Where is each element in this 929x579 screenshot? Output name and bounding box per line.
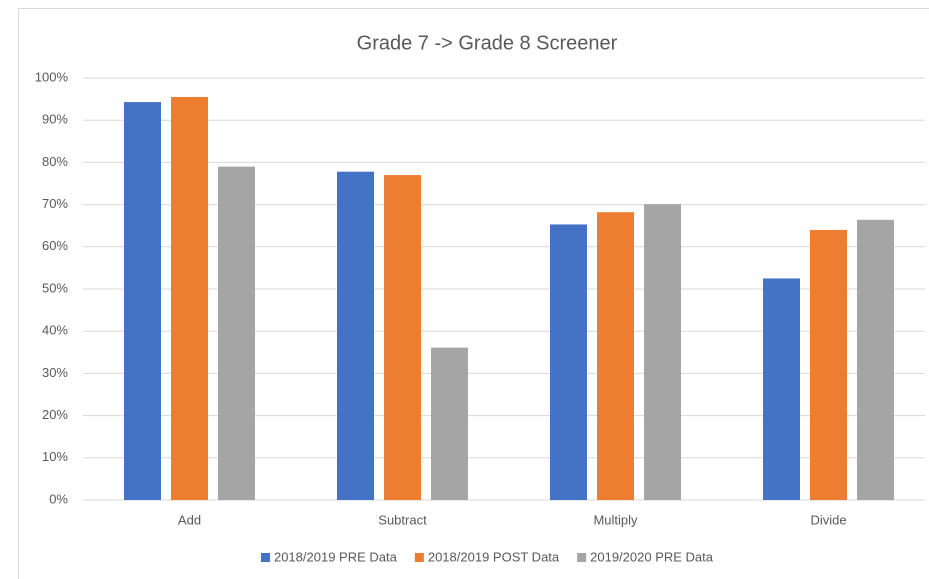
legend-swatch xyxy=(577,553,587,562)
bar xyxy=(384,175,421,500)
x-tick-label: Add xyxy=(178,512,201,527)
chart-title: Grade 7 -> Grade 8 Screener xyxy=(357,32,618,54)
bar xyxy=(431,347,468,500)
x-tick-label: Subtract xyxy=(378,512,427,527)
bar xyxy=(644,204,681,501)
legend-label: 2019/2020 PRE Data xyxy=(590,549,714,564)
bar xyxy=(810,229,847,501)
y-tick-label: 60% xyxy=(42,238,68,253)
bar xyxy=(337,171,374,500)
y-tick-label: 80% xyxy=(42,154,68,169)
y-tick-label: 0% xyxy=(49,491,68,506)
legend-label: 2018/2019 POST Data xyxy=(428,549,560,564)
bar xyxy=(171,96,208,501)
legend-swatch xyxy=(414,553,424,562)
y-tick-label: 20% xyxy=(42,407,68,422)
y-tick-label: 90% xyxy=(42,112,68,127)
y-tick-label: 30% xyxy=(42,365,68,380)
legend-swatch xyxy=(260,553,270,562)
bar xyxy=(218,166,255,500)
bar xyxy=(550,224,587,500)
x-tick-label: Divide xyxy=(810,512,846,527)
bar xyxy=(597,212,634,501)
y-tick-label: 70% xyxy=(42,196,68,211)
y-tick-label: 40% xyxy=(42,323,68,338)
y-tick-label: 50% xyxy=(42,280,68,295)
bar xyxy=(763,278,800,500)
bar xyxy=(857,219,894,501)
y-tick-label: 100% xyxy=(35,69,69,84)
legend-label: 2018/2019 PRE Data xyxy=(274,549,398,564)
x-tick-label: Multiply xyxy=(593,512,638,527)
y-tick-label: 10% xyxy=(42,449,68,464)
bar xyxy=(124,102,161,500)
